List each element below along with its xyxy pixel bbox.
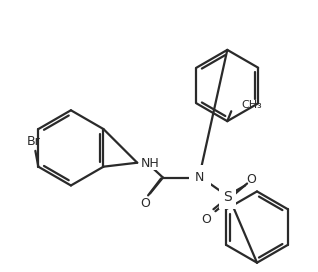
Text: O: O <box>202 213 211 226</box>
Text: O: O <box>246 173 256 186</box>
Text: O: O <box>140 197 150 210</box>
Text: N: N <box>195 171 204 184</box>
Text: S: S <box>223 190 232 204</box>
Text: Br: Br <box>26 135 40 148</box>
Text: NH: NH <box>141 157 160 170</box>
Text: CH₃: CH₃ <box>241 100 262 110</box>
